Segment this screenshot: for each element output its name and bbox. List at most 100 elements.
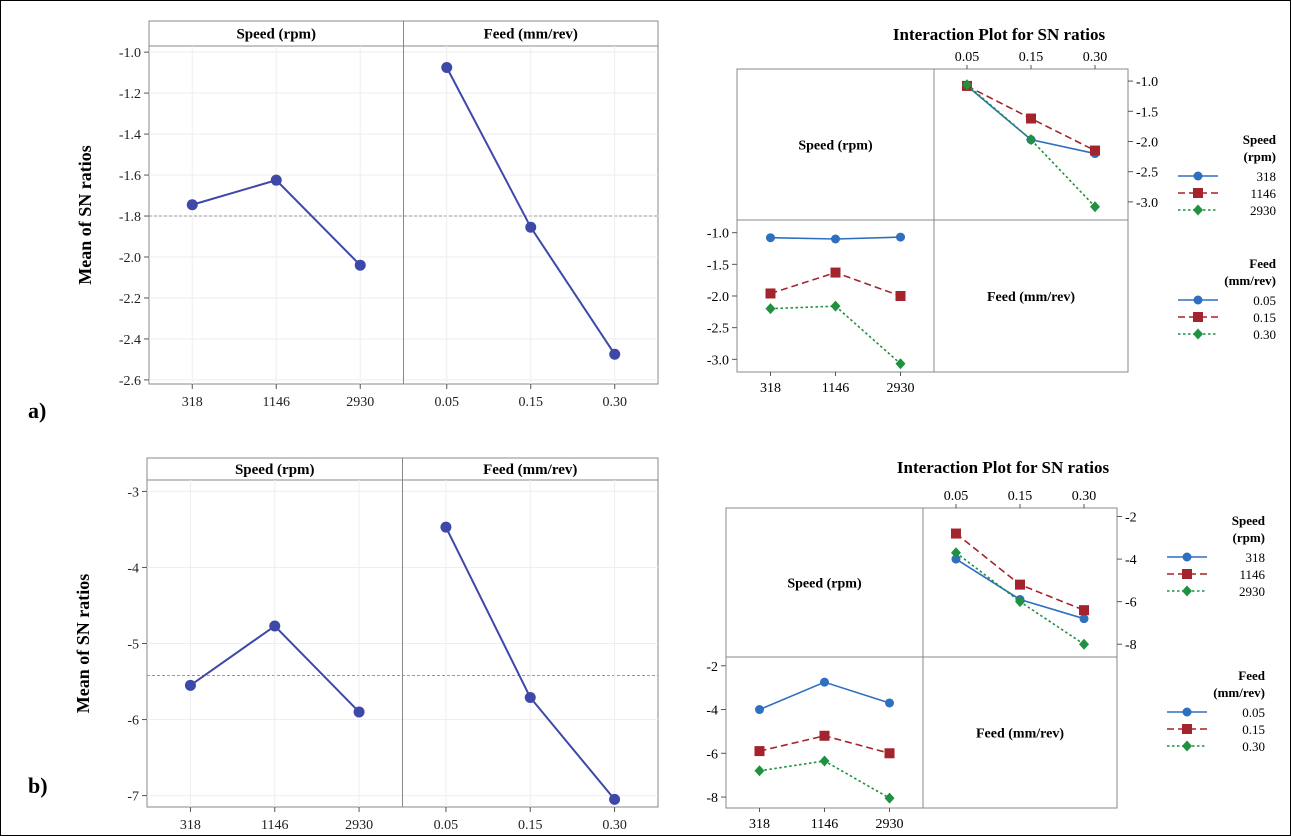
speed-series-point bbox=[961, 79, 972, 91]
main-effect-point bbox=[186, 199, 198, 211]
x-tick-label: 0.30 bbox=[602, 395, 627, 410]
right-y-tick-label: -2 bbox=[1125, 511, 1137, 526]
x-tick-label: 0.15 bbox=[519, 395, 544, 410]
interaction-plot-b: Interaction Plot for SN ratios Speed (rpm… bbox=[706, 458, 1265, 832]
x-tick-label: 2930 bbox=[346, 395, 374, 410]
speed-legend-title: (rpm) bbox=[1233, 530, 1266, 545]
speed-legend-marker bbox=[1182, 585, 1192, 597]
y-tick-label: -1.4 bbox=[119, 128, 141, 143]
feed-legend-entry: 0.05 bbox=[1253, 293, 1276, 308]
speed-legend-entry: 318 bbox=[1257, 169, 1277, 184]
y-tick-label: -3 bbox=[127, 485, 139, 500]
feed-legend-entry: 0.30 bbox=[1253, 327, 1276, 342]
main-effect-point bbox=[354, 259, 366, 271]
feed-legend-marker bbox=[1182, 724, 1192, 734]
bottom-x-tick-label: 2930 bbox=[876, 817, 904, 832]
panel-label-b: b) bbox=[28, 773, 48, 798]
facet-title: Feed (mm/rev) bbox=[484, 27, 578, 43]
main-effect-point bbox=[269, 620, 281, 632]
x-tick-label: 0.05 bbox=[435, 395, 460, 410]
speed-legend-entry: 2930 bbox=[1239, 584, 1265, 599]
speed-series-point bbox=[1026, 134, 1036, 146]
feed-legend-entry: 0.15 bbox=[1253, 310, 1276, 325]
x-tick-label: 1146 bbox=[261, 818, 288, 833]
left-y-tick-label: -4 bbox=[706, 704, 718, 719]
y-tick-label: -1.2 bbox=[119, 87, 141, 102]
x-tick-label: 0.30 bbox=[602, 818, 627, 833]
speed-series-point bbox=[950, 528, 961, 539]
x-tick-label: 0.15 bbox=[518, 818, 543, 833]
panel-label-a: a) bbox=[28, 398, 46, 423]
right-y-tick-label: -2.5 bbox=[1136, 166, 1158, 181]
top-x-tick-label: 0.15 bbox=[1019, 50, 1044, 65]
y-tick-label: -2.0 bbox=[119, 251, 141, 266]
main-effect-point bbox=[184, 679, 196, 691]
speed-legend-marker bbox=[1193, 188, 1203, 198]
left-y-tick-label: -1.0 bbox=[707, 227, 729, 242]
y-tick-label: -1.0 bbox=[119, 46, 141, 61]
speed-legend-marker bbox=[1193, 204, 1203, 216]
main-effect-point bbox=[270, 174, 282, 186]
feed-series-point bbox=[884, 792, 895, 804]
interaction-plot-title: Interaction Plot for SN ratios bbox=[893, 25, 1106, 44]
x-tick-label: 318 bbox=[182, 395, 203, 410]
y-tick-label: -7 bbox=[127, 790, 139, 805]
speed-series-point bbox=[950, 547, 961, 559]
x-tick-label: 2930 bbox=[345, 818, 373, 833]
speed-legend-entry: 1146 bbox=[1239, 567, 1265, 582]
bottom-x-tick-label: 318 bbox=[749, 817, 770, 832]
x-tick-label: 318 bbox=[180, 818, 201, 833]
diag-label-speed: Speed (rpm) bbox=[787, 577, 862, 592]
y-tick-label: -6 bbox=[127, 714, 139, 729]
feed-series-point bbox=[830, 267, 841, 278]
bottom-x-tick-label: 318 bbox=[760, 381, 781, 396]
left-y-tick-label: -8 bbox=[706, 791, 718, 806]
main-effect-point bbox=[524, 691, 536, 703]
left-y-tick-label: -2.0 bbox=[707, 290, 729, 305]
x-tick-label: 1146 bbox=[263, 395, 290, 410]
feed-series-point bbox=[830, 300, 841, 312]
feed-legend-title: (mm/rev) bbox=[1224, 273, 1276, 288]
main-effect-point bbox=[440, 521, 452, 533]
y-tick-label: -2.4 bbox=[119, 333, 141, 348]
main-effect-point bbox=[525, 221, 537, 233]
speed-series-point bbox=[1079, 614, 1089, 624]
left-y-tick-label: -1.5 bbox=[707, 258, 729, 273]
diag-cell-feed bbox=[922, 656, 1118, 809]
facet-title: Speed (rpm) bbox=[236, 27, 316, 43]
feed-legend-marker bbox=[1193, 312, 1203, 322]
feed-series-point bbox=[895, 291, 906, 301]
feed-series-point bbox=[765, 288, 776, 299]
speed-legend-entry: 318 bbox=[1246, 550, 1266, 565]
feed-legend-title: Feed bbox=[1238, 668, 1265, 683]
right-y-tick-label: -8 bbox=[1125, 638, 1137, 653]
feed-legend-entry: 0.15 bbox=[1242, 722, 1265, 737]
speed-series-point bbox=[1079, 638, 1090, 650]
y-tick-label: -2.2 bbox=[119, 292, 141, 307]
x-tick-label: 0.05 bbox=[434, 818, 459, 833]
bottom-x-tick-label: 2930 bbox=[887, 381, 915, 396]
right-y-tick-label: -4 bbox=[1125, 553, 1137, 568]
speed-series-point bbox=[1090, 201, 1101, 213]
diag-cell-feed bbox=[933, 219, 1129, 373]
main-effects-plot-b: -3 -4 -5 -6 -7 Mean of SN ratios Speed (rpm) 31… bbox=[73, 457, 659, 833]
interaction-plot-a: Interaction Plot for SN ratios Speed (rpm… bbox=[707, 25, 1277, 396]
y-tick-label: -5 bbox=[127, 638, 139, 653]
feed-series-point bbox=[819, 755, 830, 767]
feed-series-point bbox=[896, 232, 906, 242]
left-y-tick-label: -3.0 bbox=[707, 353, 729, 368]
top-x-tick-label: 0.05 bbox=[944, 489, 969, 504]
main-effects-plot-a: -1.0 -1.2 -1.4 -1.6 -1.8 -2.0 -2.2 -2.4 -2.6 Mean… bbox=[75, 20, 659, 410]
main-effect-point bbox=[441, 62, 453, 74]
y-axis-label: Mean of SN ratios bbox=[75, 145, 95, 284]
speed-series-line bbox=[966, 84, 1096, 208]
feed-legend-entry: 0.30 bbox=[1242, 739, 1265, 754]
top-x-tick-label: 0.15 bbox=[1008, 489, 1033, 504]
right-y-tick-label: -6 bbox=[1125, 596, 1137, 611]
top-x-tick-label: 0.30 bbox=[1072, 489, 1097, 504]
facet-title: Feed (mm/rev) bbox=[483, 462, 577, 478]
feed-series-point bbox=[754, 705, 764, 715]
diag-label-speed: Speed (rpm) bbox=[798, 139, 873, 154]
left-y-tick-label: -2.5 bbox=[707, 322, 729, 337]
